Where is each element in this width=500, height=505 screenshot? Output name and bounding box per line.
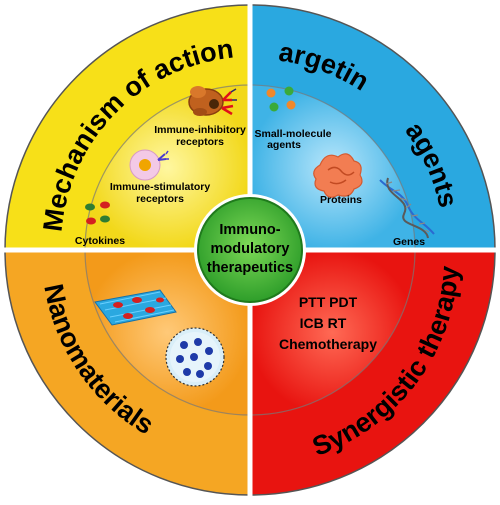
cytokines-icon	[85, 201, 110, 225]
center-circle	[197, 197, 303, 303]
small-molecule-label-line2: agents	[267, 139, 301, 151]
immune-stimulatory-label-line2: receptors	[136, 193, 184, 205]
center-label-line2: modulatory	[211, 241, 290, 257]
center-label-line3: therapeutics	[207, 260, 293, 276]
proteins-label: Proteins	[320, 194, 362, 206]
immune-inhibitory-cell-icon	[188, 86, 237, 116]
small-molecule-icon	[266, 86, 296, 112]
therapy-line-icb-rt: ICB RT	[300, 315, 347, 331]
nanosheet-icon	[94, 289, 177, 326]
therapy-line-ptt-pdt: PTT PDT	[299, 294, 358, 310]
immune-stimulatory-label-line1: Immune-stimulatory	[110, 181, 211, 193]
immune-inhibitory-label-line2: receptors	[176, 136, 224, 148]
inner-synergistic	[250, 250, 415, 415]
protein-icon	[313, 153, 363, 198]
genes-label: Genes	[393, 236, 425, 248]
nanoparticle-icon	[165, 327, 225, 387]
dna-icon	[379, 177, 435, 239]
immune-inhibitory-label-line1: Immune-inhibitory	[154, 124, 246, 136]
small-molecule-label-line1: Small-molecule	[254, 128, 331, 140]
therapy-line-chemotherapy: Chemotherapy	[279, 336, 377, 352]
cytokines-label: Cytokines	[75, 235, 125, 247]
inner-mechanism	[85, 85, 250, 250]
center-label-line1: Immuno-	[219, 222, 280, 238]
immune-stimulatory-cell-icon	[129, 149, 169, 181]
